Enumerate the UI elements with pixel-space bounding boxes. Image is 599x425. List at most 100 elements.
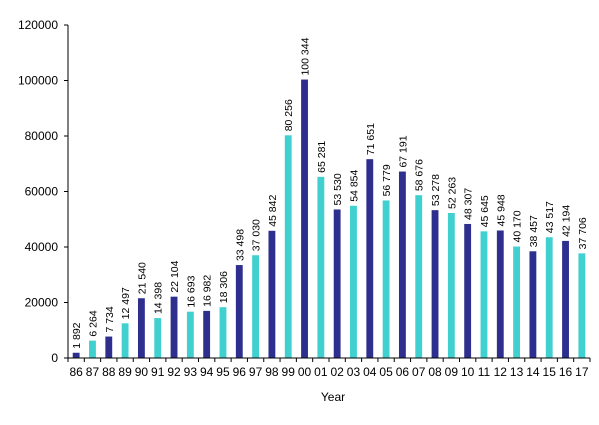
x-tick-label: 98 — [265, 365, 279, 379]
x-tick-label: 90 — [135, 365, 149, 379]
x-tick-label: 97 — [249, 365, 263, 379]
bar-07 — [415, 195, 423, 358]
x-tick-label: 96 — [233, 365, 247, 379]
x-tick-label: 03 — [347, 365, 361, 379]
data-label: 22 104 — [169, 260, 181, 292]
bar-01 — [317, 176, 325, 358]
data-label: 53 278 — [430, 174, 442, 206]
x-tick-label: 00 — [298, 365, 312, 379]
data-label: 33 498 — [234, 229, 246, 261]
data-label: 12 497 — [120, 287, 132, 319]
bar-03 — [350, 205, 357, 358]
data-label: 21 540 — [136, 262, 148, 294]
y-tick-label: 60000 — [25, 185, 59, 199]
x-tick-label: 88 — [102, 365, 116, 379]
bar-02 — [333, 209, 341, 358]
bar-87 — [89, 340, 96, 358]
bar-04 — [366, 159, 374, 358]
y-axis: 0 20000 40000 60000 80000 100000 120000 — [18, 18, 69, 365]
x-tick-label: 01 — [314, 365, 328, 379]
x-tick-label: 86 — [69, 365, 83, 379]
x-tick-label: 87 — [86, 365, 100, 379]
x-tick-label: 17 — [575, 365, 589, 379]
data-label: 54 854 — [348, 170, 360, 202]
bar-11 — [480, 231, 488, 358]
data-label: 80 256 — [283, 99, 295, 131]
x-axis-title: Year — [321, 390, 345, 404]
x-tick-label: 06 — [396, 365, 410, 379]
data-label: 38 457 — [528, 215, 540, 247]
data-label: 42 194 — [561, 205, 573, 237]
bar-05 — [382, 200, 390, 358]
bar-90 — [137, 298, 145, 358]
data-labels: 1 892 6 264 7 734 12 497 21 540 14 398 22 104 1… — [71, 37, 589, 348]
bar-99 — [284, 135, 292, 358]
data-label: 7 734 — [104, 306, 116, 332]
bar-94 — [203, 310, 211, 358]
data-label: 48 307 — [463, 188, 475, 220]
bar-93 — [186, 311, 194, 358]
data-label: 45 948 — [495, 194, 507, 226]
bar-14 — [529, 251, 537, 358]
bar-00 — [301, 79, 308, 359]
x-tick-label: 95 — [216, 365, 230, 379]
x-tick-label: 13 — [510, 365, 524, 379]
x-tick-label: 14 — [526, 365, 540, 379]
bar-92 — [170, 296, 178, 358]
y-tick-label: 100000 — [18, 74, 58, 88]
data-label: 16 982 — [202, 275, 214, 307]
data-label: 37 706 — [577, 217, 589, 249]
data-label: 58 676 — [414, 159, 426, 191]
data-label: 6 264 — [87, 310, 99, 336]
x-tick-label: 15 — [543, 365, 557, 379]
bar-88 — [105, 336, 113, 358]
data-label: 67 191 — [397, 135, 409, 167]
bar-91 — [154, 318, 162, 358]
bar-13 — [513, 246, 521, 358]
x-tick-label: 12 — [494, 365, 508, 379]
data-label: 37 030 — [251, 219, 263, 251]
x-tick-label: 99 — [282, 365, 296, 379]
x-tick-label: 08 — [428, 365, 442, 379]
x-tick-label: 10 — [461, 365, 475, 379]
bar-15 — [545, 237, 553, 358]
bar-08 — [431, 210, 439, 358]
x-tick-label: 91 — [151, 365, 165, 379]
x-tick-label: 94 — [200, 365, 214, 379]
bar-96 — [235, 265, 243, 358]
x-tick-label: 05 — [379, 365, 393, 379]
x-tick-label: 89 — [118, 365, 132, 379]
data-label: 65 281 — [316, 141, 328, 173]
data-label: 71 651 — [365, 123, 377, 155]
bar-17 — [578, 253, 586, 358]
y-tick-label: 0 — [51, 351, 58, 365]
data-label: 56 779 — [381, 164, 393, 196]
bars — [72, 79, 586, 359]
y-tick-label: 40000 — [25, 240, 59, 254]
x-tick-label: 11 — [478, 365, 491, 379]
bar-89 — [121, 323, 129, 358]
bar-95 — [219, 307, 227, 358]
data-label: 52 263 — [446, 177, 458, 209]
data-label: 45 842 — [267, 195, 279, 227]
x-tick-label: 09 — [445, 365, 459, 379]
bar-86 — [72, 352, 80, 358]
data-label: 14 398 — [153, 282, 165, 314]
y-tick-label: 80000 — [25, 129, 59, 143]
x-tick-label: 04 — [363, 365, 377, 379]
x-tick-label: 07 — [412, 365, 426, 379]
x-tick-label: 92 — [167, 365, 181, 379]
x-tick-label: 16 — [559, 365, 573, 379]
data-label: 43 517 — [544, 201, 556, 233]
data-label: 45 645 — [479, 195, 491, 227]
x-axis: 86 87 88 89 90 91 92 93 94 95 96 97 98 99 00 01 02 03 04 05… — [67, 357, 591, 379]
x-tick-label: 93 — [184, 365, 198, 379]
bar-10 — [464, 223, 472, 358]
bar-97 — [252, 255, 260, 358]
data-label: 53 530 — [332, 173, 344, 205]
bar-06 — [398, 171, 406, 358]
y-tick-label: 20000 — [25, 296, 59, 310]
data-label: 100 344 — [300, 37, 312, 75]
bar-12 — [496, 230, 504, 358]
